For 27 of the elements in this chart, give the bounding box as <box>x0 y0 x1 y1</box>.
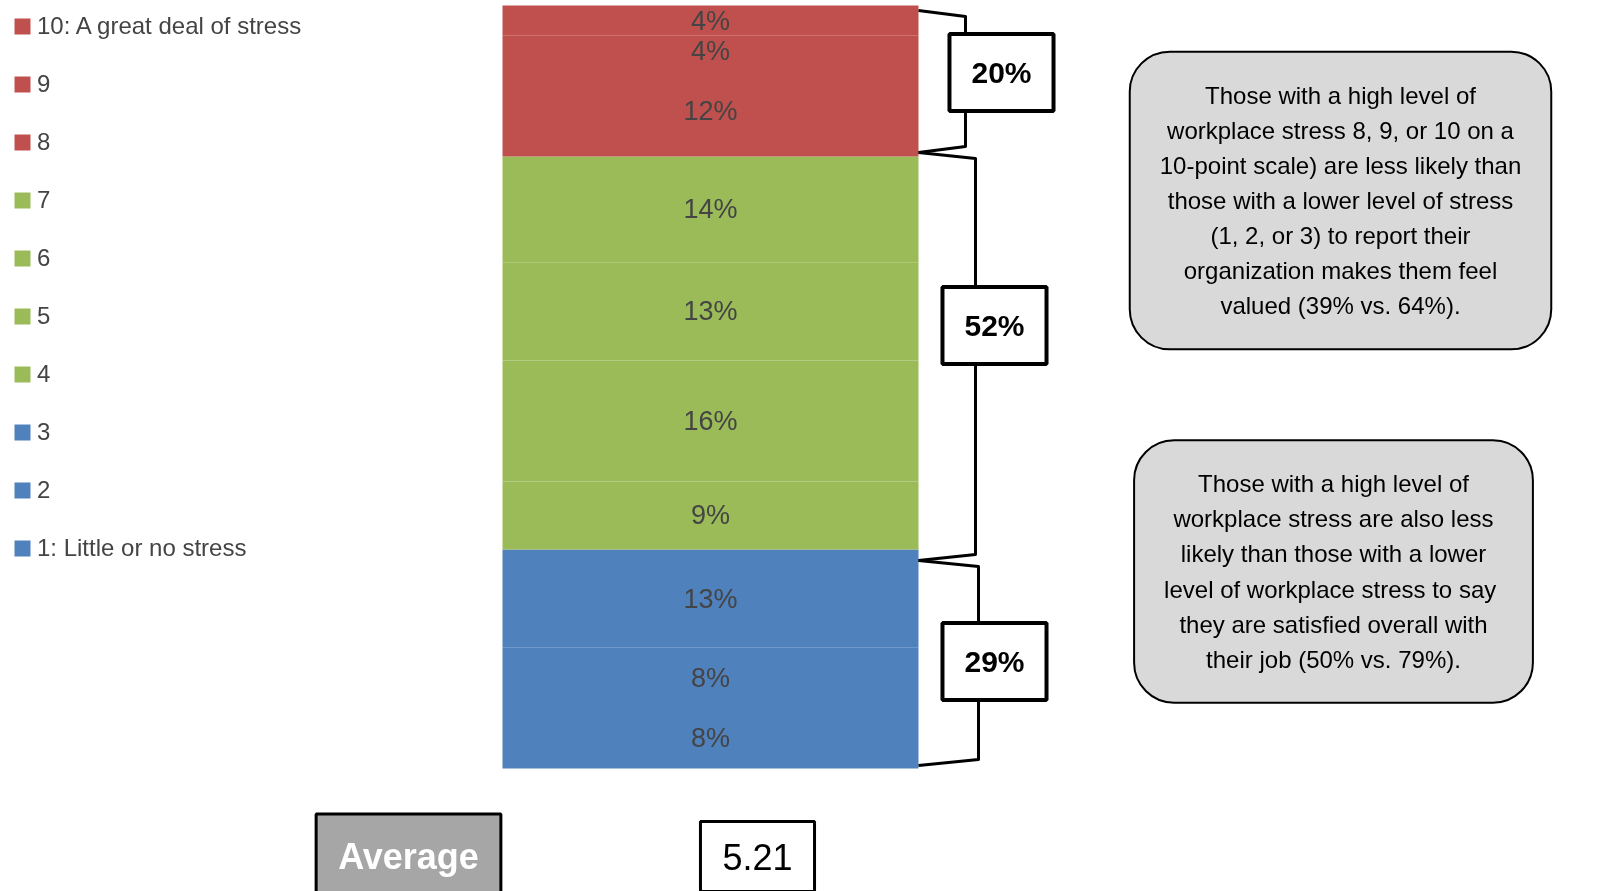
text: 29% <box>964 645 1025 678</box>
text: Those with a high level of workplace stress are also less likely than those with a lower level of workplace stress to say they are satisfied overall with their job (50% vs. 79%). <box>1164 470 1497 673</box>
data-label: 8% <box>690 662 731 693</box>
legend-label: 7 <box>37 186 52 214</box>
data-label: 16% <box>683 406 738 436</box>
legend-label: 2 <box>37 476 52 504</box>
data-label: 13% <box>683 296 738 327</box>
data-label: 4% <box>690 5 731 36</box>
legend-label: 5 <box>37 302 52 330</box>
data-label: 4% <box>690 35 731 66</box>
data-label: 12% <box>683 96 738 127</box>
legend-label: 3 <box>37 418 52 446</box>
data-label: 13% <box>683 583 738 614</box>
legend-label: 1: Little or no stress <box>37 534 247 562</box>
text: Average <box>338 836 479 877</box>
data-label: 14% <box>683 194 738 225</box>
text: Those with a high level of workplace stress 8, 9, or 10 on a 10-point scale) are less likely than those with a lower level of stress (1, 2, or 3) to report their organization makes them feel valued (39% vs. 64%). <box>1159 81 1522 320</box>
text: 52% <box>964 309 1025 342</box>
legend-label: 8 <box>37 128 52 156</box>
legend-label: 9 <box>37 70 52 98</box>
legend-label: 6 <box>37 244 52 272</box>
text: 20% <box>971 56 1032 89</box>
legend-label: 10: A great deal of stress <box>37 12 302 40</box>
legend-label: 4 <box>37 360 52 388</box>
data-label: 8% <box>690 723 731 754</box>
text: 5.21 <box>722 836 793 878</box>
data-label: 9% <box>690 500 731 531</box>
